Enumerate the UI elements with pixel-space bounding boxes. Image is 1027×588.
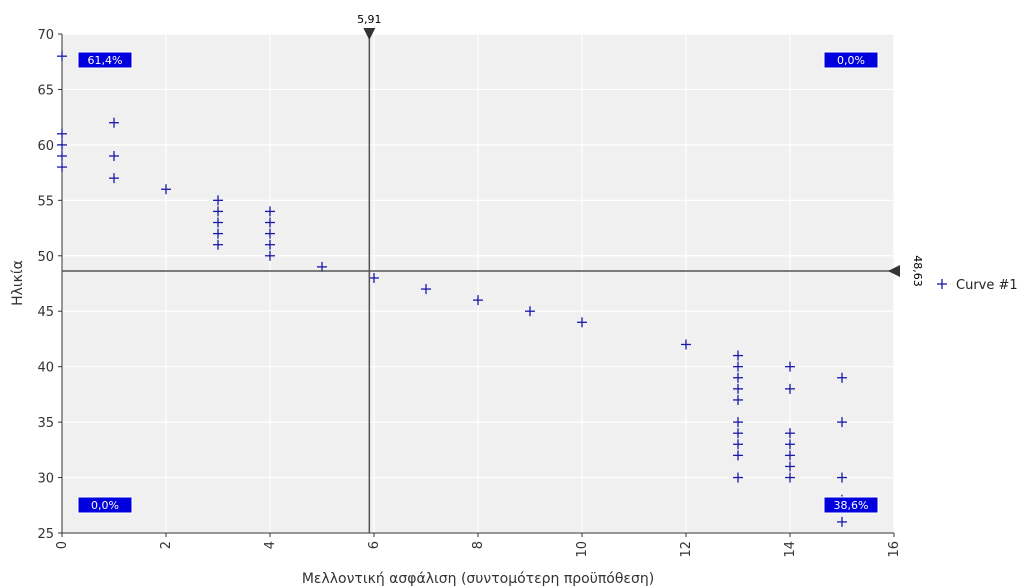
- x-axis-ticks: 0 2 4 6 8 10 12 14 16: [55, 533, 902, 558]
- data-point: [57, 51, 67, 62]
- data-point: [109, 173, 119, 184]
- data-point: [733, 394, 743, 405]
- quadrant-label-bottom-right: 38,6%: [823, 496, 879, 514]
- data-point: [733, 428, 743, 439]
- data-point: [265, 239, 275, 250]
- reference-lines[interactable]: 5,91 48,63: [62, 13, 924, 533]
- data-point: [213, 195, 223, 206]
- data-point: [473, 295, 483, 306]
- x-tick-label: 0: [55, 541, 70, 549]
- svg-text:61,4%: 61,4%: [88, 54, 123, 67]
- svg-text:0,0%: 0,0%: [91, 499, 119, 512]
- data-point: [733, 383, 743, 394]
- data-point: [733, 450, 743, 461]
- y-tick-label: 70: [37, 28, 54, 43]
- data-point: [785, 472, 795, 483]
- data-point: [57, 128, 67, 139]
- y-axis-title: Ηλικία: [10, 260, 26, 306]
- y-tick-label: 30: [37, 472, 54, 487]
- data-point: [57, 162, 67, 173]
- data-point: [213, 217, 223, 228]
- data-points: [57, 51, 847, 527]
- quadrant-label-top-left: 61,4%: [77, 51, 133, 69]
- y-tick-label: 65: [37, 83, 54, 98]
- data-point: [837, 472, 847, 483]
- vertical-reference-label: 5,91: [357, 13, 382, 26]
- legend: Curve #1: [937, 278, 1018, 293]
- data-point: [317, 261, 327, 272]
- horizontal-reference-handle-icon[interactable]: [888, 264, 900, 277]
- legend-label: Curve #1: [956, 278, 1018, 293]
- y-tick-label: 50: [37, 250, 54, 265]
- quadrant-label-bottom-left: 0,0%: [77, 496, 133, 514]
- quadrant-labels: 61,4% 0,0% 0,0% 38,6%: [77, 51, 879, 514]
- quadrant-label-top-right: 0,0%: [823, 51, 879, 69]
- data-point: [161, 184, 171, 195]
- data-point: [785, 361, 795, 372]
- data-point: [733, 350, 743, 361]
- x-tick-label: 10: [575, 541, 590, 558]
- data-point: [265, 228, 275, 239]
- data-point: [785, 450, 795, 461]
- x-tick-label: 8: [471, 541, 486, 549]
- data-point: [733, 361, 743, 372]
- y-tick-label: 25: [37, 527, 54, 542]
- y-tick-label: 35: [37, 416, 54, 431]
- data-point: [837, 516, 847, 527]
- data-point: [577, 317, 587, 328]
- x-tick-label: 6: [367, 541, 382, 549]
- data-point: [109, 117, 119, 128]
- data-point: [421, 284, 431, 295]
- data-point: [525, 306, 535, 317]
- data-point: [733, 417, 743, 428]
- data-point: [785, 461, 795, 472]
- data-point: [57, 139, 67, 150]
- data-point: [837, 417, 847, 428]
- data-point: [265, 217, 275, 228]
- x-tick-label: 4: [263, 541, 278, 549]
- x-axis-title: Μελλοντική ασφάλιση (συντομότερη προϋπόθ…: [302, 571, 654, 587]
- data-point: [837, 372, 847, 383]
- y-tick-label: 55: [37, 194, 54, 209]
- data-point: [733, 439, 743, 450]
- x-tick-label: 14: [783, 541, 798, 558]
- data-point: [369, 272, 379, 283]
- data-point: [265, 250, 275, 261]
- legend-marker-icon: [937, 279, 947, 289]
- data-point: [57, 150, 67, 161]
- data-point: [785, 383, 795, 394]
- data-point: [681, 339, 691, 350]
- vertical-reference-handle-icon[interactable]: [363, 28, 376, 40]
- data-point: [109, 150, 119, 161]
- x-tick-label: 12: [679, 541, 694, 558]
- data-point: [265, 206, 275, 217]
- x-tick-label: 2: [159, 541, 174, 549]
- x-tick-label: 16: [887, 541, 902, 558]
- data-point: [733, 472, 743, 483]
- svg-text:0,0%: 0,0%: [837, 54, 865, 67]
- data-point: [785, 428, 795, 439]
- y-tick-label: 60: [37, 139, 54, 154]
- y-axis-ticks: 25 30 35 40 45 50 55 60 65 70: [37, 28, 62, 542]
- y-tick-label: 45: [37, 305, 54, 320]
- data-point: [785, 439, 795, 450]
- svg-text:38,6%: 38,6%: [834, 499, 869, 512]
- horizontal-reference-label: 48,63: [911, 255, 924, 287]
- data-point: [213, 228, 223, 239]
- data-point: [213, 206, 223, 217]
- data-point: [213, 239, 223, 250]
- y-tick-label: 40: [37, 361, 54, 376]
- data-point: [733, 372, 743, 383]
